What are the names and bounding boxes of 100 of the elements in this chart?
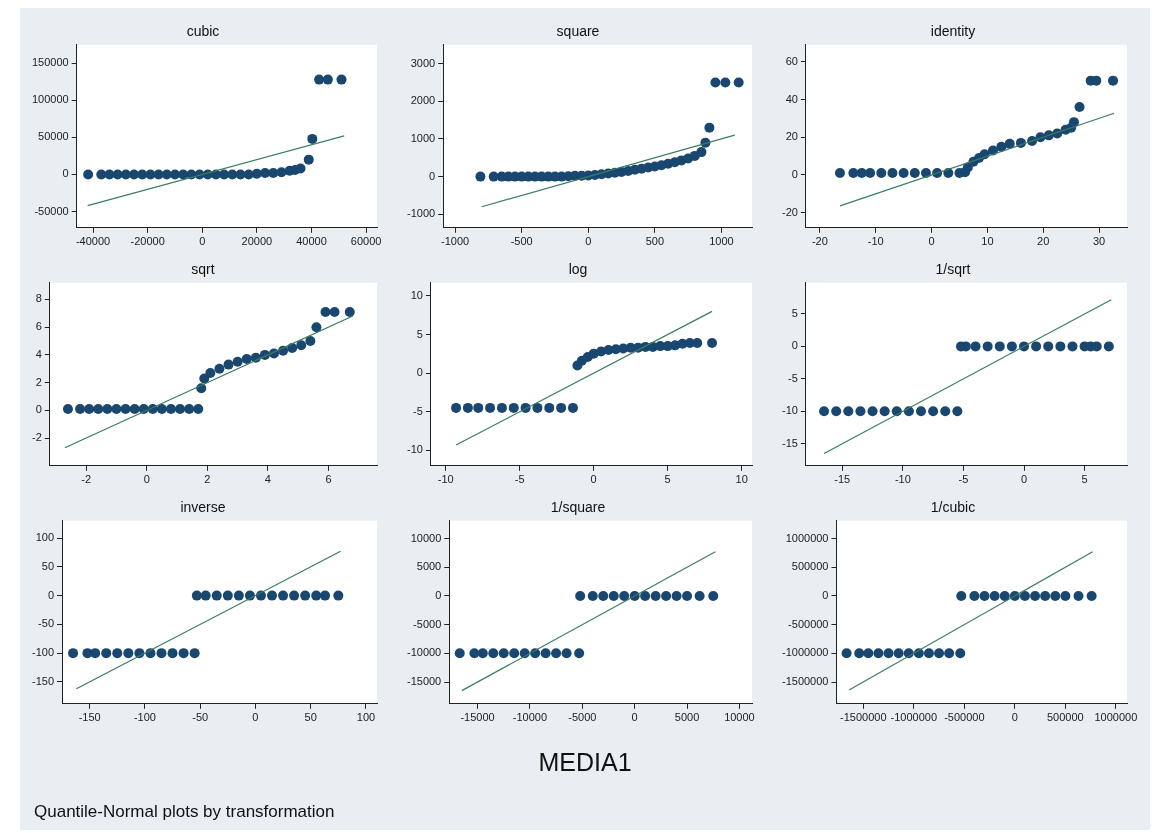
point xyxy=(129,403,140,414)
y-tick-label: -1000000 xyxy=(781,646,829,659)
x-tick-label: -1000 xyxy=(441,235,470,248)
point xyxy=(165,403,176,414)
chart-title: 1/square xyxy=(550,499,606,516)
point xyxy=(329,306,340,317)
x-tick-label: -40000 xyxy=(75,235,111,248)
x-tick-label: -15000 xyxy=(460,711,495,724)
point xyxy=(865,168,876,179)
point xyxy=(707,338,718,349)
y-tick-label: 500000 xyxy=(791,560,829,573)
x-tick-label: 500000 xyxy=(1047,711,1084,724)
y-tick-label: 0 xyxy=(791,168,798,181)
x-tick-label: -1000000 xyxy=(890,711,938,724)
chart-title: inverse xyxy=(180,499,226,516)
point xyxy=(84,403,95,414)
x-tick-label: 0 xyxy=(631,711,638,724)
point xyxy=(303,154,314,165)
point xyxy=(295,163,306,174)
point xyxy=(111,403,122,414)
x-tick-label: -15 xyxy=(834,473,851,486)
point xyxy=(184,403,195,414)
y-tick-label: 2000 xyxy=(410,94,436,107)
chart-title: cubic xyxy=(186,23,220,40)
y-tick-label: -50 xyxy=(38,617,55,630)
x-tick-label: 0 xyxy=(590,473,597,486)
y-tick-label: 0 xyxy=(429,169,436,182)
point xyxy=(268,167,279,178)
y-tick-label: -15 xyxy=(781,436,798,449)
point xyxy=(496,402,507,413)
point xyxy=(296,340,307,351)
x-tick-label: 0 xyxy=(199,235,206,248)
point xyxy=(83,169,94,180)
y-tick-label: 6 xyxy=(35,320,42,333)
point xyxy=(241,354,252,365)
x-tick-label: 5000 xyxy=(674,711,700,724)
point xyxy=(214,363,225,374)
x-tick-label: 1000 xyxy=(709,235,734,248)
point xyxy=(223,359,234,370)
y-tick-label: 0 xyxy=(47,588,55,601)
y-tick-label: 50000 xyxy=(38,130,69,143)
point xyxy=(320,306,331,317)
x-tick-label: 5 xyxy=(1081,473,1088,486)
point xyxy=(473,402,484,413)
point xyxy=(322,74,333,85)
point xyxy=(451,402,462,413)
point xyxy=(692,338,703,349)
point xyxy=(193,403,204,414)
point xyxy=(305,336,316,347)
point xyxy=(567,402,578,413)
point xyxy=(169,169,180,180)
x-tick-label: -10 xyxy=(867,235,884,248)
text: MEDIA1 xyxy=(537,748,633,777)
chart-title: log xyxy=(568,261,588,278)
x-tick-label: 100 xyxy=(356,711,376,724)
point xyxy=(1068,117,1079,128)
y-tick-label: -150 xyxy=(31,674,55,687)
point xyxy=(834,168,845,179)
y-tick-label: 0 xyxy=(435,588,442,601)
y-tick-label: 40 xyxy=(785,92,798,105)
point xyxy=(137,169,148,180)
y-tick-label: 100000 xyxy=(31,93,69,106)
point xyxy=(1074,102,1085,113)
y-tick-label: -10 xyxy=(406,443,423,456)
point xyxy=(96,169,107,180)
x-tick-label: 2 xyxy=(204,473,211,486)
point xyxy=(887,168,898,179)
x-tick-label: 0 xyxy=(252,711,259,724)
point xyxy=(704,122,715,133)
y-tick-label: -10000 xyxy=(406,646,442,659)
point xyxy=(156,403,167,414)
chart-title: 1/sqrt xyxy=(935,261,971,278)
point xyxy=(1108,75,1119,86)
point xyxy=(848,168,859,179)
point xyxy=(344,306,355,317)
x-tick-label: 0 xyxy=(928,235,935,248)
x-tick-label: 10 xyxy=(735,473,748,486)
x-tick-label: 60000 xyxy=(350,235,382,248)
y-tick-label: 5 xyxy=(416,327,423,340)
y-tick-label: -5 xyxy=(788,371,798,384)
point xyxy=(475,171,486,182)
y-tick-label: 2 xyxy=(35,375,42,388)
x-tick-label: -10 xyxy=(894,473,911,486)
x-tick-label: 0 xyxy=(1020,473,1028,486)
x-tick-label: -2 xyxy=(81,473,92,486)
y-tick-label: -50000 xyxy=(34,204,69,217)
x-tick-label: 1000000 xyxy=(1094,711,1138,724)
y-tick-label: 0 xyxy=(416,366,423,379)
x-tick-label: 30 xyxy=(1092,235,1106,248)
point xyxy=(62,403,73,414)
y-tick-label: 150000 xyxy=(31,56,69,69)
x-tick-label: 40000 xyxy=(296,235,327,248)
y-tick-label: -20 xyxy=(781,205,798,218)
point xyxy=(227,169,238,180)
x-tick-label: 20 xyxy=(1037,235,1050,248)
x-tick-label: 0 xyxy=(1011,711,1018,724)
y-tick-label: 0 xyxy=(62,167,69,180)
x-tick-label: -5 xyxy=(514,473,525,486)
x-tick-label: 500 xyxy=(645,235,664,248)
point xyxy=(556,402,567,413)
